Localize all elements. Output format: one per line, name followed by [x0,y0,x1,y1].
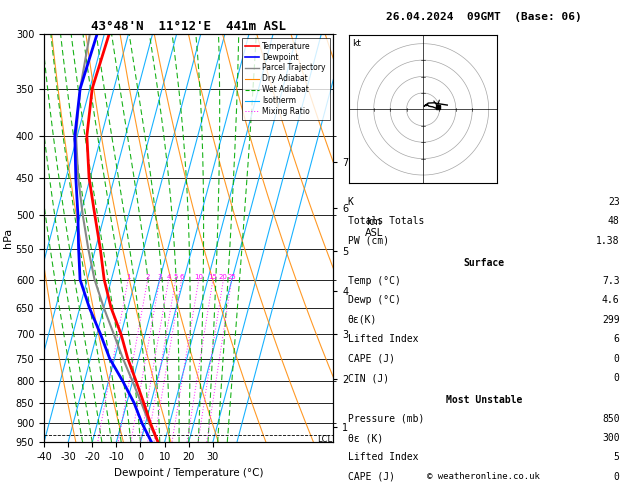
Text: 4.6: 4.6 [602,295,620,306]
Text: 2: 2 [145,274,150,279]
X-axis label: Dewpoint / Temperature (°C): Dewpoint / Temperature (°C) [114,468,264,478]
Text: 5: 5 [174,274,178,279]
Text: θε(K): θε(K) [348,315,377,325]
Text: 1.38: 1.38 [596,236,620,246]
Text: 3: 3 [157,274,162,279]
Legend: Temperature, Dewpoint, Parcel Trajectory, Dry Adiabat, Wet Adiabat, Isotherm, Mi: Temperature, Dewpoint, Parcel Trajectory… [242,38,330,120]
Text: 10: 10 [194,274,203,279]
Text: kt: kt [352,39,361,48]
Text: 0: 0 [614,354,620,364]
Text: CAPE (J): CAPE (J) [348,354,395,364]
Y-axis label: hPa: hPa [3,228,13,248]
Text: Lifted Index: Lifted Index [348,452,418,463]
Text: Surface: Surface [463,258,504,268]
Text: 4: 4 [167,274,171,279]
Text: 299: 299 [602,315,620,325]
Text: 25: 25 [227,274,236,279]
Text: 26.04.2024  09GMT  (Base: 06): 26.04.2024 09GMT (Base: 06) [386,12,582,22]
Text: 850: 850 [602,414,620,424]
Text: 7.3: 7.3 [602,276,620,286]
Text: CIN (J): CIN (J) [348,373,389,383]
Title: 43°48'N  11°12'E  441m ASL: 43°48'N 11°12'E 441m ASL [91,20,286,33]
Text: θε (K): θε (K) [348,433,383,443]
Text: 6: 6 [614,334,620,345]
Text: Totals Totals: Totals Totals [348,216,424,226]
Text: 300: 300 [602,433,620,443]
Text: 6: 6 [179,274,184,279]
Text: LCL: LCL [318,434,333,444]
Text: Temp (°C): Temp (°C) [348,276,401,286]
Text: Pressure (mb): Pressure (mb) [348,414,424,424]
Text: © weatheronline.co.uk: © weatheronline.co.uk [427,472,540,481]
Text: 23: 23 [608,197,620,207]
Text: CAPE (J): CAPE (J) [348,472,395,482]
Text: PW (cm): PW (cm) [348,236,389,246]
Text: 5: 5 [614,452,620,463]
Text: 20: 20 [219,274,228,279]
Text: 48: 48 [608,216,620,226]
Text: 0: 0 [614,373,620,383]
Text: 1: 1 [126,274,130,279]
Text: 0: 0 [614,472,620,482]
Y-axis label: km
ASL: km ASL [365,217,383,238]
Text: K: K [348,197,353,207]
Text: Dewp (°C): Dewp (°C) [348,295,401,306]
Text: Most Unstable: Most Unstable [445,395,522,405]
Text: 15: 15 [209,274,218,279]
Text: Lifted Index: Lifted Index [348,334,418,345]
